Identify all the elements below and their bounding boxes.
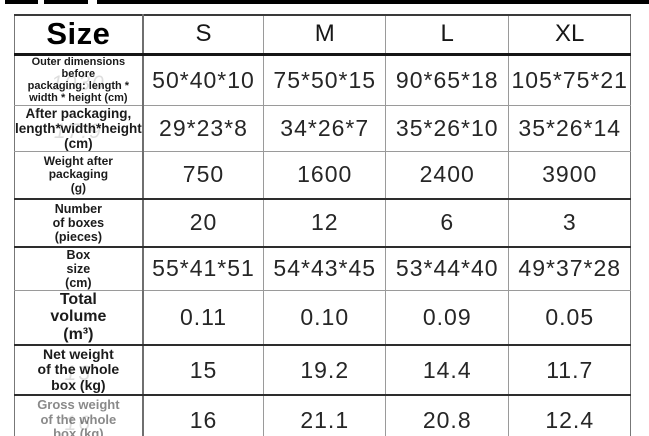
size-spec-table: Size S M L XL Outer dimensions before pa… <box>14 14 632 436</box>
cell-value: 0.05 <box>508 290 631 347</box>
cell-value: 55*41*51 <box>142 246 264 291</box>
row-label-line: box (kg) <box>51 377 106 394</box>
cell-value: 1600 <box>263 151 386 200</box>
row-label: Gross weight of the whole box (kg) 16 <box>14 395 144 436</box>
row-label-line: volume <box>50 308 107 326</box>
row-label-line: After packaging, <box>25 105 132 121</box>
col-header-xl: XL <box>508 15 631 56</box>
cell-value: 20 <box>142 198 264 248</box>
table-row-after-packaging: After packaging, length*width*height (cm… <box>14 105 631 153</box>
row-label-line: Total <box>59 290 97 308</box>
row-label: Box size (cm) <box>14 246 144 291</box>
cell-value: 750 <box>142 151 264 200</box>
cell-value: 19.2 <box>263 345 386 397</box>
cell-value: 54*43*45 <box>263 246 386 291</box>
row-label-line: Gross weight <box>37 397 120 413</box>
cell-value: 90*65*18 <box>385 54 509 106</box>
row-label: Net weight of the whole box (kg) 13 <box>14 345 144 397</box>
cell-value: 34*26*7 <box>263 105 386 153</box>
cell-value: 16 <box>142 395 264 436</box>
cell-value: 35*26*10 <box>385 105 509 153</box>
cell-value: 3900 <box>508 151 631 200</box>
cell-value: 3 <box>508 198 631 248</box>
row-label-line: length*width*height <box>15 120 142 136</box>
cell-value: 14.4 <box>385 345 509 397</box>
cell-value: 11.7 <box>508 345 631 397</box>
row-label-line: Box <box>66 247 91 262</box>
row-label-line: (cm) <box>65 275 92 290</box>
size-header: Size <box>14 15 144 56</box>
cell-value: 12.4 <box>508 395 631 436</box>
table-row-box-size: Box size (cm) 55*41*51 54*43*45 53*44*40… <box>14 246 631 291</box>
table-row-total-volume: Total volume (m³) 0.11 0.10 0.09 0.05 <box>14 290 631 347</box>
row-label-line: (pieces) <box>54 229 102 244</box>
cell-value: 0.09 <box>385 290 509 347</box>
col-header-m: M <box>263 15 386 56</box>
cropped-table-edge <box>0 0 649 4</box>
cell-value: 105*75*21 <box>508 54 631 106</box>
cell-value: 53*44*40 <box>385 246 509 291</box>
cell-value: 35*26*14 <box>508 105 631 153</box>
col-header-s: S <box>142 15 264 56</box>
cell-value: 49*37*28 <box>508 246 631 291</box>
header-row: Size S M L XL <box>14 15 631 56</box>
row-label: Number of boxes (pieces) <box>14 198 144 248</box>
cell-value: 12 <box>263 198 386 248</box>
row-label-line: of boxes <box>52 215 105 230</box>
row-label-line: size <box>66 261 91 276</box>
row-label-line: (cm) <box>64 135 93 151</box>
row-label-line: Net weight <box>42 345 114 362</box>
table-row-outer-dimensions: Outer dimensions before packaging: lengt… <box>14 54 631 106</box>
cell-value: 75*50*15 <box>263 54 386 106</box>
table-row-net-weight: Net weight of the whole box (kg) 13 15 1… <box>14 345 631 397</box>
cell-value: 21.1 <box>263 395 386 436</box>
cell-value: 15 <box>142 345 264 397</box>
cell-value: 20.8 <box>385 395 509 436</box>
row-label-line: (m³) <box>63 326 94 344</box>
cell-value: 2400 <box>385 151 509 200</box>
row-label-line: packaging: length * <box>27 80 130 93</box>
row-label-line: Number <box>54 201 102 216</box>
row-label: Total volume (m³) <box>14 290 144 347</box>
table-row-number-of-boxes: Number of boxes (pieces) 20 12 6 3 <box>14 198 631 248</box>
row-label: Outer dimensions before packaging: lengt… <box>14 54 144 106</box>
row-label-line: box (kg) <box>53 426 104 436</box>
cell-value: 50*40*10 <box>142 54 264 106</box>
row-label-line: width * height (cm) <box>29 92 128 105</box>
cell-value: 6 <box>385 198 509 248</box>
table-row-weight-after-packaging: Weight after packaging (g) 750 1600 2400… <box>14 151 631 200</box>
row-label-line: (g) <box>70 180 87 195</box>
row-label-line: Weight after <box>43 153 113 168</box>
cell-value: 0.10 <box>263 290 386 347</box>
row-label-line: packaging <box>48 167 109 182</box>
cell-value: 29*23*8 <box>142 105 264 153</box>
table-row-gross-weight: Gross weight of the whole box (kg) 16 16… <box>14 395 631 436</box>
row-label-line: Outer dimensions before <box>31 55 126 80</box>
row-label-line: of the whole <box>37 361 120 378</box>
row-label: After packaging, length*width*height (cm… <box>14 105 144 153</box>
col-header-l: L <box>385 15 509 56</box>
cell-value: 0.11 <box>142 290 264 347</box>
row-label-line: of the whole <box>40 411 117 427</box>
row-label: Weight after packaging (g) <box>14 151 144 200</box>
